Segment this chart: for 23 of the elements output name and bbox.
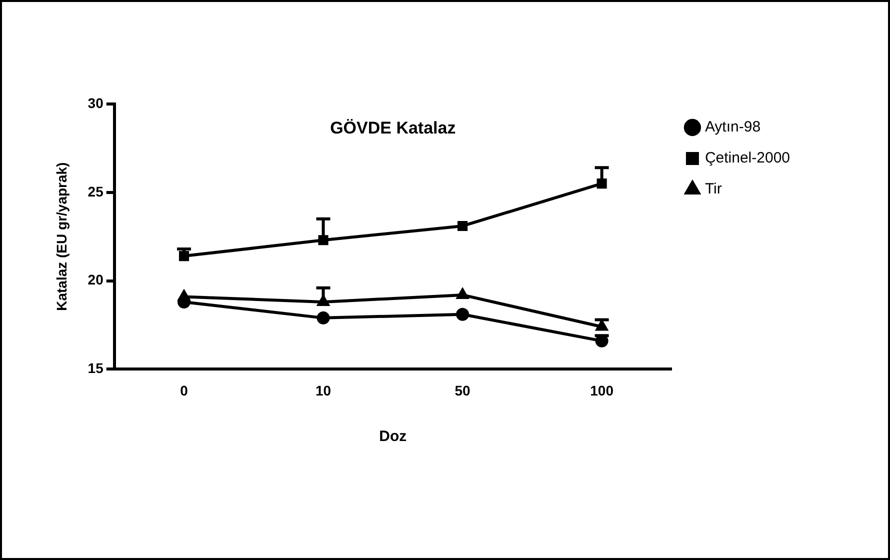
y-tick-label: 20 [88, 272, 104, 288]
y-tick-label: 25 [88, 183, 104, 200]
point [456, 288, 468, 299]
x-tick-label: 50 [454, 382, 471, 398]
point [178, 251, 190, 262]
point [596, 320, 608, 331]
point [316, 311, 330, 324]
y-tick-label: 30 [88, 94, 104, 111]
legend-label: Aytın-98 [704, 118, 761, 136]
x-axis-title: Doz [379, 428, 407, 446]
point [596, 178, 607, 189]
legend-label: Çetinel-2000 [704, 150, 790, 167]
x-tick-label: 10 [315, 382, 332, 398]
y-axis-title: Katalaz (EU gr/yaprak) [53, 162, 70, 311]
y-tick-label: 15 [88, 360, 104, 376]
point [458, 220, 468, 232]
x-tick-label: 0 [180, 382, 188, 398]
point [456, 308, 470, 321]
text: GÖVDE Katalaz [330, 118, 456, 138]
legend-label: Tir [704, 180, 722, 198]
point [178, 290, 190, 301]
point [318, 235, 328, 246]
x-tick-label: 100 [590, 382, 614, 398]
